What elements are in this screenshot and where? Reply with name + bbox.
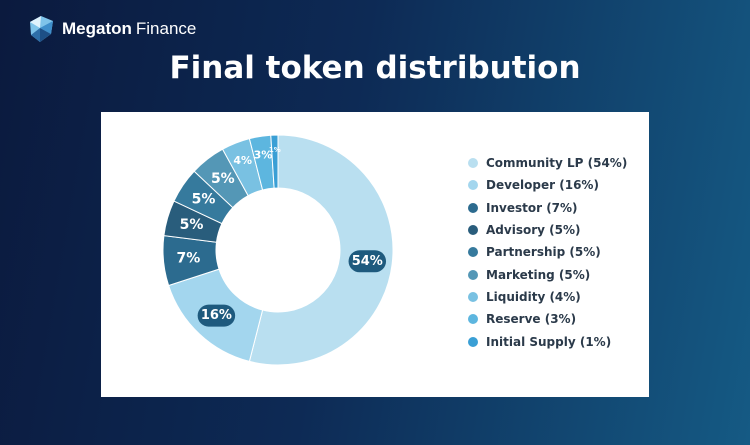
legend-item: Advisory (5%) — [468, 219, 627, 241]
slice-label: 16% — [201, 308, 232, 323]
chart-legend: Community LP (54%) Developer (16%) Investo… — [468, 152, 627, 353]
legend-swatch — [468, 336, 478, 347]
legend-item: Partnership (5%) — [468, 241, 627, 263]
slice-label-badge — [197, 304, 236, 327]
legend-swatch — [468, 247, 478, 258]
legend-item: Liquidity (4%) — [468, 286, 627, 308]
slice-label: 4% — [233, 154, 252, 167]
slice-label: 1% — [269, 146, 281, 154]
slice-label: 7% — [177, 250, 201, 266]
legend-item: Developer (16%) — [468, 174, 627, 196]
slice-label: 5% — [180, 217, 204, 233]
legend-label: Liquidity (4%) — [486, 289, 581, 304]
legend-swatch — [468, 291, 478, 302]
brand: Megaton Finance — [26, 12, 196, 46]
legend-label: Marketing (5%) — [486, 267, 591, 282]
legend-item: Community LP (54%) — [468, 152, 627, 174]
legend-label: Reserve (3%) — [486, 312, 577, 327]
legend-swatch — [468, 314, 478, 325]
legend-label: Community LP (54%) — [486, 156, 628, 171]
slice-label: 3% — [254, 149, 273, 162]
legend-label: Investor (7%) — [486, 200, 578, 215]
brand-name: Megaton — [62, 19, 132, 38]
megaton-crystal-logo-icon — [30, 16, 53, 42]
legend-swatch — [468, 158, 478, 169]
brand-suffix: Finance — [135, 19, 197, 38]
legend-item: Reserve (3%) — [468, 308, 627, 330]
legend-item: Investor (7%) — [468, 197, 627, 219]
donut-slice — [248, 134, 394, 366]
chart-panel: 54% 16% 7% 5% 5% 5% 4% 3% 1% Community LP (54%) D… — [101, 112, 649, 397]
slice-label-badge — [348, 250, 387, 273]
legend-swatch — [468, 202, 478, 213]
slice-label: 5% — [192, 191, 216, 207]
legend-swatch — [468, 225, 478, 236]
legend-label: Developer (16%) — [486, 178, 599, 193]
donut-chart: 54% 16% 7% 5% 5% 5% 4% 3%1% — [162, 134, 394, 366]
legend-label: Partnership (5%) — [486, 245, 601, 260]
legend-swatch — [468, 269, 478, 280]
slice-label: 54% — [352, 254, 383, 269]
page-title: Final token distribution — [169, 50, 581, 86]
legend-item: Marketing (5%) — [468, 263, 627, 285]
legend-swatch — [468, 180, 478, 191]
legend-item: Initial Supply (1%) — [468, 330, 627, 352]
legend-label: Advisory (5%) — [486, 223, 581, 238]
slice-label: 5% — [211, 171, 235, 187]
legend-label: Initial Supply (1%) — [486, 334, 612, 349]
donut-slice — [270, 134, 279, 189]
